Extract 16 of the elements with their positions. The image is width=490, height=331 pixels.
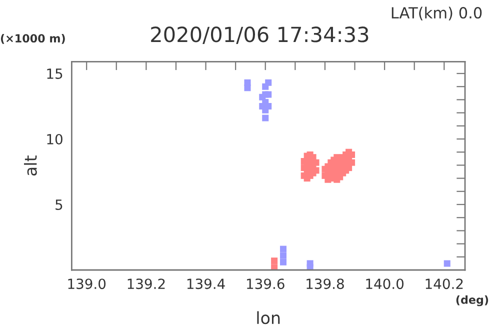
text: (deg) (456, 295, 488, 306)
x-tick-label: 140.0 (366, 278, 404, 290)
y-tick-label: 15 (47, 68, 62, 79)
y-tick-label: 5 (56, 200, 62, 210)
y-tick-label: 10 (47, 134, 62, 144)
x-tick-label: 140.2 (426, 278, 463, 290)
x-tick-label: 139.0 (68, 278, 106, 290)
chart-title: 2020/01/06 17:34:33 (151, 26, 368, 44)
text: (×1000 m) (0, 34, 65, 44)
x-tick-label: 139.2 (128, 278, 165, 290)
x-tick-label: 139.4 (187, 278, 225, 290)
x-axis-title: lon (257, 311, 280, 324)
x-tick-label: 139.6 (247, 278, 284, 290)
x-tick-label: 139.8 (306, 278, 344, 290)
y-axis-title: alt (24, 156, 37, 176)
text: LAT(km) 0.0 (392, 6, 482, 20)
